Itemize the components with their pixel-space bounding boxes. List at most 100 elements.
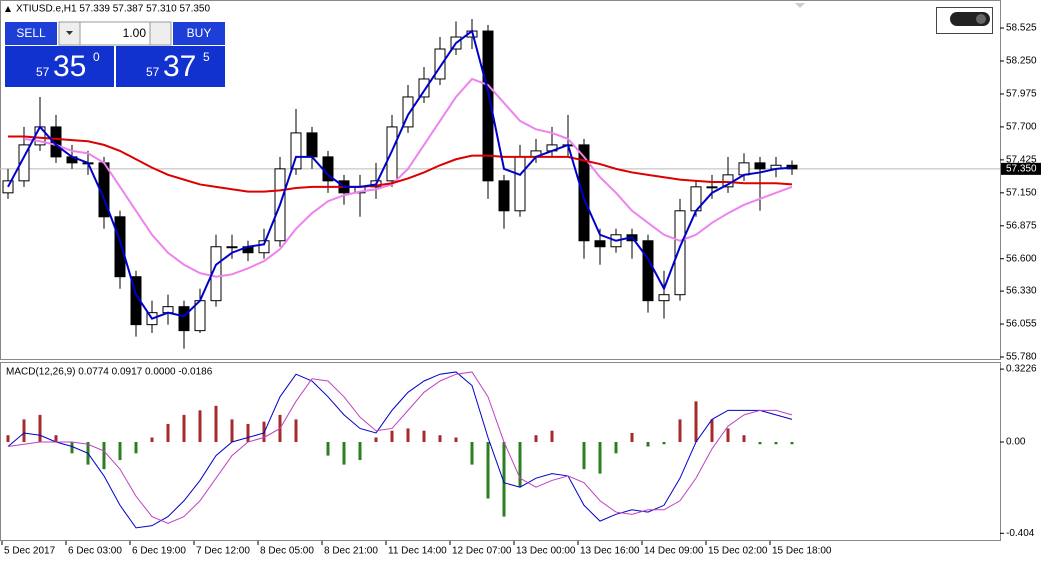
candle-body xyxy=(258,240,270,254)
sell-label[interactable]: SELL xyxy=(16,26,46,40)
candle-body xyxy=(658,294,670,302)
histogram-bar xyxy=(182,414,186,443)
y-tick-label: 56.875 xyxy=(1006,220,1037,231)
sell-button[interactable] xyxy=(5,22,57,45)
candle-body xyxy=(706,186,718,189)
candle-body xyxy=(434,48,446,80)
x-tick-label: 11 Dec 14:00 xyxy=(388,546,447,557)
volume-spacer xyxy=(149,21,172,46)
histogram-bar xyxy=(742,435,746,443)
moving-average xyxy=(23,77,793,278)
candle-body xyxy=(178,306,190,332)
x-tick-label: 8 Dec 05:00 xyxy=(260,546,314,557)
macd-panel-border xyxy=(0,362,1001,541)
x-tick-label: 6 Dec 19:00 xyxy=(132,546,186,557)
ask-big: 57 xyxy=(146,65,160,79)
candle-body xyxy=(50,126,62,158)
x-tick-label: 13 Dec 00:00 xyxy=(516,546,576,557)
histogram-bar xyxy=(518,442,522,488)
histogram-bar xyxy=(614,442,618,454)
ask-box[interactable] xyxy=(116,46,225,87)
y-tick-label: 57.700 xyxy=(1006,122,1037,133)
candle-body xyxy=(642,240,654,302)
histogram-bar xyxy=(166,423,170,443)
candle-body xyxy=(418,78,430,98)
histogram-bar xyxy=(230,419,234,443)
y-tick-label: 57.425 xyxy=(1006,155,1037,166)
x-tick-label: 8 Dec 21:00 xyxy=(324,546,378,557)
histogram-bar xyxy=(502,442,506,517)
trade-panel: SELL 1.00 BUY 57 35 0 57 37 5 xyxy=(5,21,225,87)
histogram-bar xyxy=(598,442,602,474)
histogram-bar xyxy=(342,442,346,465)
histogram-bar xyxy=(214,405,218,443)
candle-body xyxy=(738,162,750,176)
histogram-bar xyxy=(102,442,106,470)
candle-body xyxy=(290,132,302,170)
title-arrow xyxy=(5,6,11,12)
y-tick-label: 58.525 xyxy=(1006,23,1037,34)
buy-button[interactable] xyxy=(173,22,225,45)
candle-body xyxy=(498,180,510,212)
histogram-bar xyxy=(758,442,762,445)
x-tick-label: 13 Dec 16:00 xyxy=(580,546,640,557)
histogram-bar xyxy=(710,419,714,443)
x-tick-label: 7 Dec 12:00 xyxy=(196,546,250,557)
histogram-bar xyxy=(6,435,10,443)
icon xyxy=(936,7,993,34)
main-panel-border xyxy=(0,0,1001,360)
candle-body xyxy=(594,240,606,248)
y-tick-label: 0.00 xyxy=(1006,437,1026,448)
candle-body xyxy=(18,144,30,182)
histogram-bar xyxy=(118,442,122,461)
shift-marker xyxy=(795,3,805,8)
candle-body xyxy=(386,126,398,182)
x-tick-label: 15 Dec 18:00 xyxy=(772,546,832,557)
y-tick-label: 0.3226 xyxy=(1006,364,1037,375)
histogram-bar xyxy=(54,435,58,443)
buy-label[interactable]: BUY xyxy=(187,26,212,40)
candle-body xyxy=(674,210,686,296)
histogram-bar xyxy=(486,442,490,499)
y-tick-label: 58.250 xyxy=(1006,56,1037,67)
candle-body xyxy=(578,144,590,242)
candle-body xyxy=(754,162,766,170)
histogram-bar xyxy=(150,437,154,443)
histogram-bar xyxy=(358,442,362,461)
histogram-bar xyxy=(70,442,74,454)
histogram-bar xyxy=(134,442,138,454)
histogram-bar xyxy=(246,423,250,443)
histogram-bar xyxy=(406,428,410,443)
candle-body xyxy=(514,156,526,212)
histogram-bar xyxy=(326,442,330,456)
histogram-bar xyxy=(534,435,538,443)
y-tick-label: -0.404 xyxy=(1006,528,1035,539)
histogram-bar xyxy=(678,419,682,443)
macd-line xyxy=(7,371,793,529)
bid-big: 57 xyxy=(36,65,50,79)
chart-title: XTIUSD.e,H1 57.339 57.387 57.310 57.350 xyxy=(16,4,210,15)
x-tick-label: 12 Dec 07:00 xyxy=(452,546,512,557)
histogram-bar xyxy=(470,442,474,465)
x-tick-label: 15 Dec 02:00 xyxy=(708,546,768,557)
histogram-bar xyxy=(694,401,698,443)
histogram-bar xyxy=(294,419,298,443)
histogram-bar xyxy=(454,437,458,443)
x-tick-label: 14 Dec 09:00 xyxy=(644,546,704,557)
y-tick-label: 57.975 xyxy=(1006,89,1037,100)
macd-title: MACD(12,26,9) 0.0774 0.0917 0.0000 -0.01… xyxy=(6,367,213,378)
bid-box[interactable] xyxy=(5,46,114,87)
bid-main: 35 xyxy=(53,50,86,83)
y-tick-label: 56.055 xyxy=(1006,319,1037,330)
y-tick-label: 55.780 xyxy=(1006,352,1037,363)
y-tick-label: 57.150 xyxy=(1006,187,1037,198)
histogram-bar xyxy=(630,432,634,443)
candle-body xyxy=(402,96,414,128)
histogram-bar xyxy=(374,437,378,443)
last-price-box xyxy=(1001,162,1041,175)
candle-body xyxy=(2,180,14,194)
moving-average xyxy=(7,29,793,320)
histogram-bar xyxy=(726,428,730,443)
macd-line xyxy=(7,371,793,524)
